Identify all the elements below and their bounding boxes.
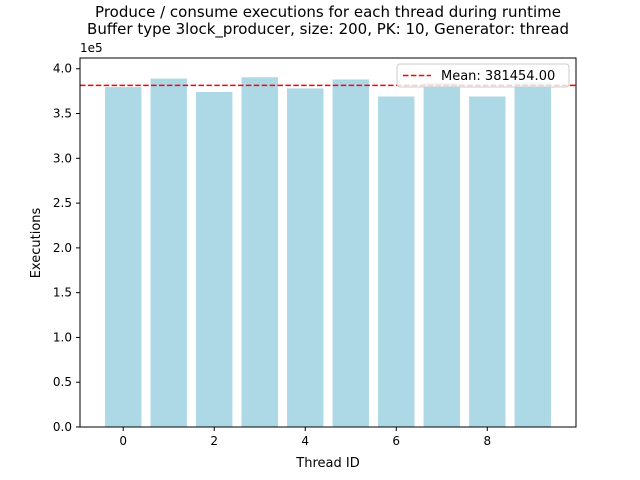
chart-title: Produce / consume executions for each th… — [95, 3, 561, 21]
bar-thread-1 — [150, 78, 187, 427]
x-axis: 0 2 4 6 8 — [119, 427, 491, 448]
y-axis-label: Executions — [29, 207, 44, 278]
x-tick-label: 4 — [301, 434, 309, 448]
y-tick-label: 4.0 — [53, 62, 72, 76]
bar-thread-6 — [378, 96, 415, 427]
x-tick-label: 8 — [483, 434, 491, 448]
chart-subtitle: Buffer type 3lock_producer, size: 200, P… — [87, 20, 569, 39]
bar-thread-8 — [469, 96, 506, 427]
x-tick-label: 2 — [210, 434, 218, 448]
bars-group — [105, 77, 551, 428]
y-tick-label: 2.5 — [53, 196, 72, 210]
bar-thread-9 — [514, 82, 551, 427]
y-tick-label: 3.0 — [53, 151, 72, 165]
y-tick-label: 0.5 — [53, 375, 72, 389]
bar-thread-2 — [196, 92, 233, 427]
bar-thread-7 — [423, 83, 460, 427]
bar-thread-5 — [332, 79, 369, 427]
y-tick-label: 1.5 — [53, 286, 72, 300]
x-tick-label: 6 — [392, 434, 400, 448]
y-scale-label: 1e5 — [80, 41, 103, 55]
y-axis: 0.0 0.5 1.0 1.5 2.0 2.5 3.0 3.5 4.0 — [53, 62, 80, 434]
legend-mean-label: Mean: 381454.00 — [441, 69, 555, 84]
x-tick-label: 0 — [119, 434, 127, 448]
legend-box — [396, 63, 570, 88]
y-tick-label: 1.0 — [53, 330, 72, 344]
legend: Mean: 381454.00 — [396, 63, 570, 88]
x-axis-label: Thread ID — [295, 456, 359, 471]
bar-thread-3 — [241, 77, 278, 427]
bar-thread-0 — [105, 87, 142, 428]
y-tick-label: 3.5 — [53, 107, 72, 121]
y-tick-label: 0.0 — [53, 420, 72, 434]
y-tick-label: 2.0 — [53, 241, 72, 255]
bar-thread-4 — [287, 88, 324, 428]
plot-frame — [79, 57, 577, 428]
